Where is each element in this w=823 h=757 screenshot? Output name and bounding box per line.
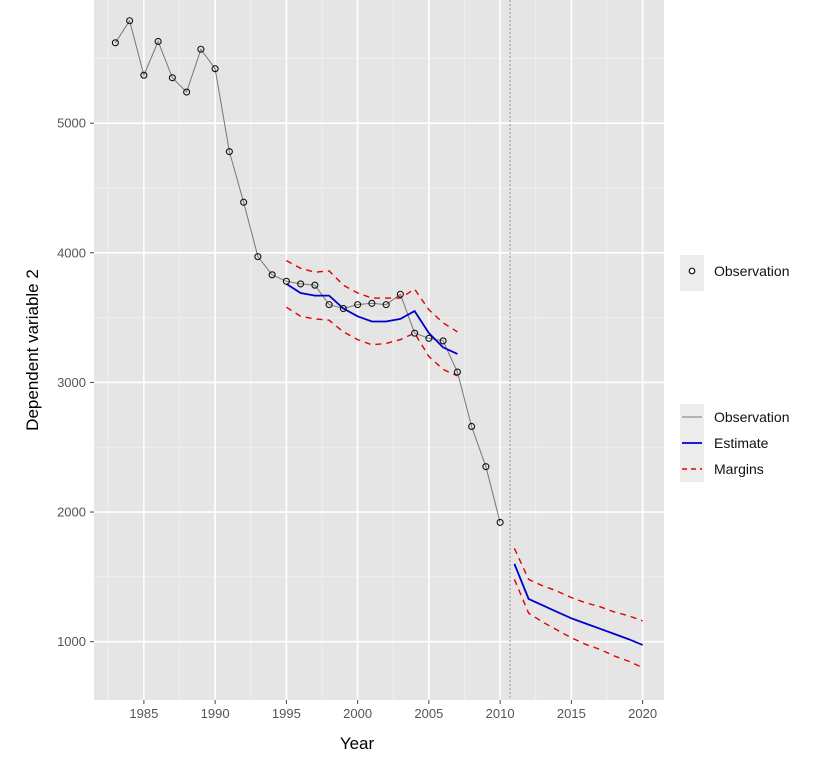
- x-tick-label: 2010: [486, 706, 515, 721]
- observation-point: [453, 368, 461, 376]
- observation-point: [240, 198, 248, 206]
- series-line-margins-0: [286, 259, 458, 333]
- legend-line-label-estimate: Estimate: [714, 435, 769, 451]
- legend-lines: Observation Estimate Margins: [680, 404, 789, 482]
- y-tick-label: 3000: [57, 375, 86, 390]
- observation-point: [111, 39, 119, 47]
- plot-panel: [94, 0, 664, 700]
- observation-point: [382, 301, 390, 309]
- observation-point: [197, 45, 205, 53]
- y-tick-label: 2000: [57, 505, 86, 520]
- x-tick-label: 2000: [343, 706, 372, 721]
- observation-point: [311, 281, 319, 289]
- observation-point: [254, 253, 262, 261]
- observation-point: [439, 337, 447, 345]
- observation-point: [354, 301, 362, 309]
- x-axis: 1985 1990 1995 2000 2005 2010 2015 2020: [129, 700, 657, 721]
- y-axis: 1000 2000 3000 4000 5000: [57, 116, 94, 649]
- legend-line-label-observation: Observation: [714, 409, 789, 425]
- y-tick-label: 5000: [57, 116, 86, 131]
- observation-point: [396, 290, 404, 298]
- observation-point: [126, 17, 134, 25]
- legend-line-label-margins: Margins: [714, 461, 764, 477]
- y-tick-label: 1000: [57, 634, 86, 649]
- observation-points: [111, 17, 504, 526]
- series-line-margins-2: [513, 548, 643, 622]
- x-tick-label: 2020: [628, 706, 657, 721]
- observation-point: [411, 329, 419, 337]
- x-tick-label: 1985: [129, 706, 158, 721]
- observation-point: [211, 65, 219, 73]
- series-line-estimate-0: [285, 283, 458, 355]
- x-axis-title: Year: [340, 734, 375, 753]
- x-tick-label: 1995: [272, 706, 301, 721]
- observation-point: [183, 88, 191, 96]
- legend-points: Observation: [680, 255, 789, 291]
- grid-minor: [94, 0, 664, 700]
- legend-points-label: Observation: [714, 263, 789, 279]
- y-tick-label: 4000: [57, 245, 86, 260]
- legend-point-icon: [688, 267, 696, 275]
- series-line-estimate-1: [513, 563, 643, 646]
- y-axis-title: Dependent variable 2: [23, 269, 42, 431]
- observation-point: [154, 37, 162, 46]
- observation-point: [482, 463, 490, 471]
- observation-point: [297, 280, 305, 288]
- x-tick-label: 1990: [201, 706, 230, 721]
- series-line-margins-3: [513, 579, 643, 669]
- observation-point: [140, 71, 148, 79]
- observation-point: [468, 422, 476, 431]
- observation-point: [368, 299, 376, 307]
- observation-point: [225, 148, 233, 156]
- observation-point: [425, 334, 433, 342]
- series-lines: [114, 19, 643, 669]
- observation-point: [268, 271, 276, 279]
- observation-point: [325, 301, 333, 309]
- x-tick-label: 2015: [557, 706, 586, 721]
- grid-major: [94, 0, 664, 700]
- x-tick-label: 2005: [414, 706, 443, 721]
- observation-point: [168, 74, 176, 82]
- observation-point: [282, 277, 290, 285]
- observation-point: [339, 304, 347, 313]
- observation-point: [496, 518, 504, 526]
- series-line-margins-1: [286, 306, 458, 377]
